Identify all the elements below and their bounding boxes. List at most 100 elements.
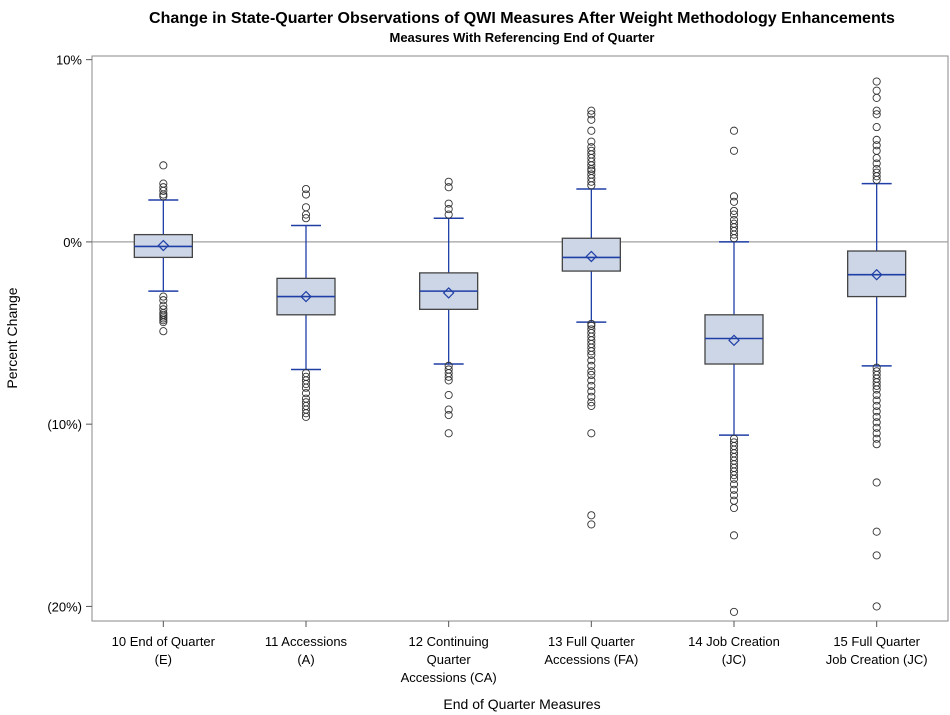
mean-marker <box>870 268 883 281</box>
outlier-point <box>301 389 311 398</box>
outlier-point <box>587 356 596 365</box>
outlier-point <box>587 401 596 410</box>
outlier-point <box>587 110 596 119</box>
outlier-point <box>159 186 168 195</box>
outlier-point <box>872 154 881 163</box>
x-tick-label: 15 Full Quarter <box>833 634 920 649</box>
outlier-point <box>301 203 311 212</box>
mean-marker <box>442 287 455 299</box>
outlier-point <box>872 407 881 416</box>
outlier-point <box>872 146 881 155</box>
outlier-point <box>729 474 739 483</box>
plot-area: 10% 0% (10%) (20%) 10 End of Quarter (E) 11 Ac… <box>47 53 949 685</box>
outlier-point <box>587 367 596 376</box>
outlier-point <box>587 177 596 186</box>
outlier-point <box>872 381 881 390</box>
outlier-point <box>444 177 453 186</box>
x-tick-label: 10 End of Quarter <box>112 634 216 649</box>
outlier-point <box>587 370 596 380</box>
outlier-point <box>729 192 739 201</box>
outlier-point <box>444 410 453 420</box>
outlier-point <box>729 496 739 505</box>
outlier-point <box>872 602 881 611</box>
outlier-point <box>587 398 596 407</box>
iqr-box <box>561 237 621 272</box>
outlier-point <box>872 135 881 144</box>
outlier-point <box>729 491 739 500</box>
y-tick-label: 10% <box>56 53 82 68</box>
outlier-point <box>587 161 596 170</box>
outlier-point <box>872 412 881 421</box>
iqr-box <box>704 314 764 365</box>
outlier-point <box>872 175 881 184</box>
outlier-point <box>444 183 453 192</box>
outlier-point <box>301 412 311 421</box>
x-tick-label: (JC) <box>722 652 747 667</box>
outlier-point <box>729 197 739 206</box>
chart-title: Change in State-Quarter Observations of … <box>149 10 895 27</box>
y-tick-label: 0% <box>63 235 82 250</box>
outlier-point <box>729 480 739 489</box>
outlier-point <box>587 350 596 359</box>
outlier-point <box>159 296 168 305</box>
outlier-point <box>444 210 453 219</box>
outlier-point <box>159 292 168 301</box>
outlier-point <box>872 478 881 487</box>
outlier-point <box>587 520 596 529</box>
outlier-point <box>587 181 596 190</box>
outlier-point <box>587 376 596 385</box>
outlier-point <box>729 126 739 135</box>
outlier-point <box>872 418 881 427</box>
outlier-point <box>872 159 881 168</box>
mean-marker <box>585 250 598 263</box>
outlier-point <box>587 137 596 146</box>
outlier-point <box>444 405 453 414</box>
outlier-point <box>729 230 739 239</box>
outlier-point <box>159 327 168 336</box>
outlier-point <box>159 161 168 170</box>
x-tick-label: 13 Full Quarter <box>548 634 635 649</box>
outlier-point <box>587 392 596 401</box>
x-tick-label: (E) <box>155 652 172 667</box>
outlier-point <box>729 146 739 155</box>
outlier-point <box>872 396 881 405</box>
outlier-point <box>729 471 739 480</box>
outlier-point <box>872 423 881 432</box>
chart-subtitle: Measures With Referencing End of Quarter <box>390 30 655 45</box>
outlier-point <box>872 434 881 443</box>
x-tick-label: 14 Job Creation <box>688 634 780 649</box>
outlier-point <box>587 511 596 520</box>
outlier-point <box>301 409 311 418</box>
x-tick-label: Accessions (FA) <box>544 652 638 667</box>
outlier-point <box>729 485 739 494</box>
outlier-point <box>872 390 881 400</box>
outlier-point <box>872 429 881 438</box>
outlier-point <box>444 372 453 381</box>
outlier-point <box>872 123 881 132</box>
x-tick-label: Quarter <box>427 652 472 667</box>
mean-marker <box>157 239 170 252</box>
outlier-point <box>872 110 881 119</box>
outlier-point <box>872 77 881 86</box>
outlier-point <box>444 205 453 214</box>
outlier-point <box>872 93 881 102</box>
outlier-point <box>872 172 881 181</box>
outlier-point <box>587 106 596 115</box>
x-tick-label: 12 Continuing <box>409 634 489 649</box>
outlier-point <box>587 381 596 390</box>
outlier-point <box>444 376 453 385</box>
outlier-point <box>159 318 168 327</box>
y-tick-label: (10%) <box>47 417 82 432</box>
outlier-point <box>729 607 739 616</box>
outlier-point <box>444 199 453 208</box>
outlier-point <box>587 387 596 396</box>
outlier-point <box>587 347 596 356</box>
outlier-point <box>301 383 311 392</box>
outlier-point <box>301 184 311 194</box>
outlier-point <box>587 126 596 135</box>
x-tick-label: Job Creation (JC) <box>826 652 928 667</box>
outlier-point <box>444 429 453 438</box>
outlier-point <box>301 214 311 223</box>
x-axis-label: End of Quarter Measures <box>443 696 600 712</box>
